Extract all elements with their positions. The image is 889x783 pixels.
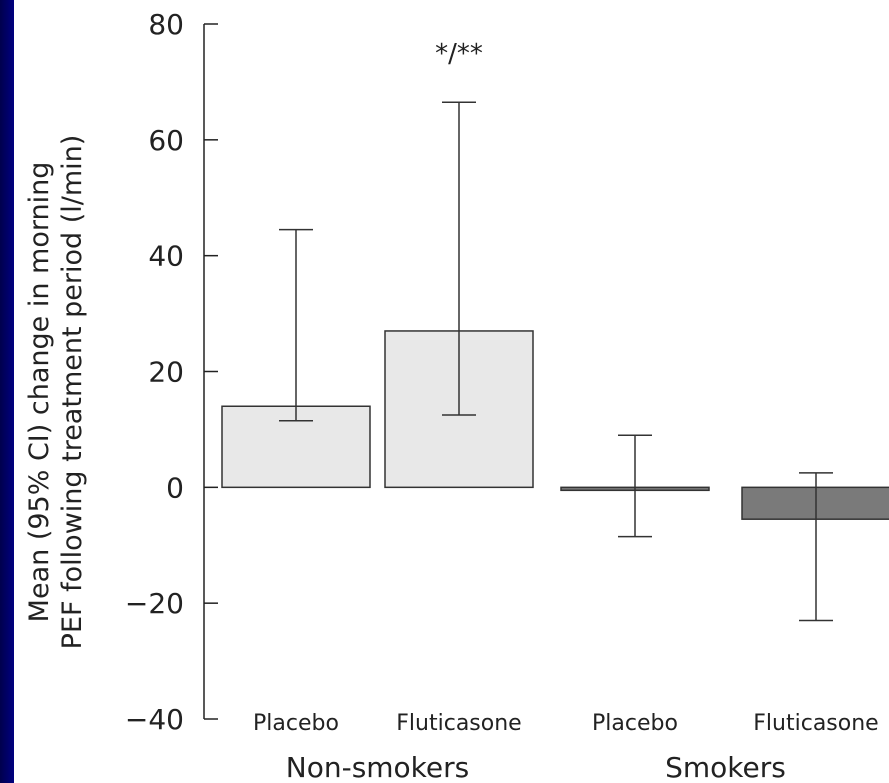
category-labels: Placebo Fluticasone Placebo Fluticasone Non-… — [253, 711, 879, 783]
y-tick-label: −20 — [125, 587, 184, 620]
y-axis-label-line2: PEF following treatment period (l/min) — [57, 135, 88, 650]
y-axis: 80 60 40 20 0 −20 −40 — [125, 8, 218, 736]
y-tick-label: 80 — [148, 8, 184, 41]
y-axis-label-line1: Mean (95% CI) change in morning — [24, 162, 55, 623]
significance-annotation: */** — [435, 39, 483, 69]
category-label: Placebo — [253, 711, 339, 736]
category-label: Fluticasone — [753, 711, 878, 736]
y-tick-label: 60 — [148, 124, 184, 157]
y-tick-label: 0 — [166, 471, 184, 504]
category-label: Placebo — [592, 711, 678, 736]
group-label: Smokers — [665, 751, 786, 783]
y-tick-label: 20 — [148, 356, 184, 389]
chart-panel: 80 60 40 20 0 −20 −40 */** Placebo Fluticasone P… — [14, 0, 889, 783]
bars: */** — [221, 39, 889, 622]
y-tick-label: −40 — [125, 703, 184, 736]
category-label: Fluticasone — [396, 711, 521, 736]
group-label: Non-smokers — [286, 751, 469, 783]
y-tick-label: 40 — [148, 240, 184, 273]
